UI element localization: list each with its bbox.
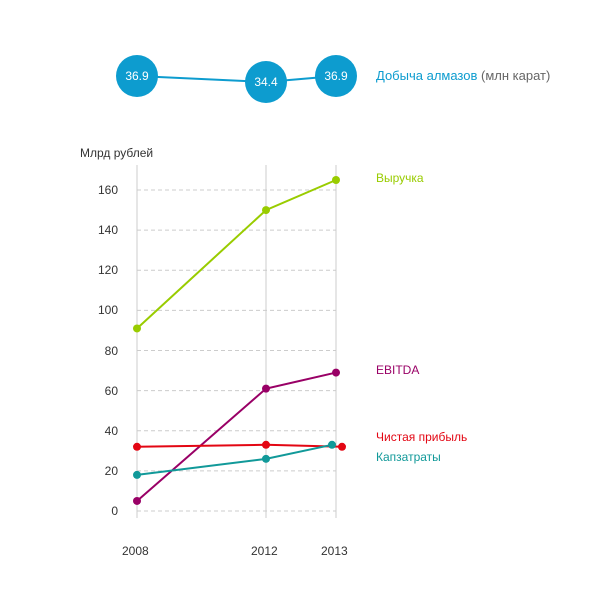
legend-0: Выручка (376, 171, 424, 185)
data-point (133, 470, 141, 479)
diamonds-bubble (245, 61, 287, 103)
y-tick-label: 160 (97, 183, 118, 198)
diamonds-bubble (315, 55, 357, 97)
legend-2: Чистая прибыль (376, 430, 468, 444)
data-point (332, 368, 340, 377)
y-tick-label: 100 (97, 303, 118, 318)
y-tick-label: 80 (104, 343, 118, 358)
series-line (136, 179, 337, 330)
data-point (262, 206, 270, 215)
diamonds-bubble (116, 55, 158, 97)
data-point (133, 442, 141, 451)
y-tick-label: 40 (104, 423, 118, 438)
data-point (262, 454, 270, 463)
x-tick-label: 2008 (122, 544, 149, 558)
diamonds-unit: (млн карат) (481, 68, 551, 83)
data-point (332, 176, 340, 185)
data-point (133, 324, 141, 333)
series-line (136, 443, 343, 448)
data-point (338, 442, 346, 451)
legend-3: Капзатраты (376, 450, 441, 464)
x-tick-label: 2013 (321, 544, 348, 558)
legend-1: EBITDA (376, 363, 420, 377)
y-tick-label: 20 (104, 463, 118, 478)
data-point (262, 440, 270, 449)
diamonds-label: Добыча алмазов (376, 68, 478, 83)
diamonds-value: 36.9 (125, 69, 149, 83)
y-tick-label: 140 (97, 223, 118, 238)
data-point (133, 496, 141, 505)
x-tick-label: 2012 (251, 544, 278, 558)
diamonds-value: 36.9 (324, 69, 348, 83)
y-tick-label: 60 (104, 383, 118, 398)
y-axis-label: Млрд рублей (80, 146, 154, 160)
data-point (262, 384, 270, 393)
y-tick-label: 0 (111, 504, 118, 518)
diamonds-legend: Добыча алмазов (млн карат) (376, 68, 550, 83)
y-tick-label: 120 (97, 263, 118, 278)
series-line (136, 371, 337, 502)
series-line (136, 443, 333, 476)
data-point (328, 440, 336, 449)
diamonds-line (136, 75, 337, 84)
diamonds-value: 34.4 (254, 75, 278, 89)
